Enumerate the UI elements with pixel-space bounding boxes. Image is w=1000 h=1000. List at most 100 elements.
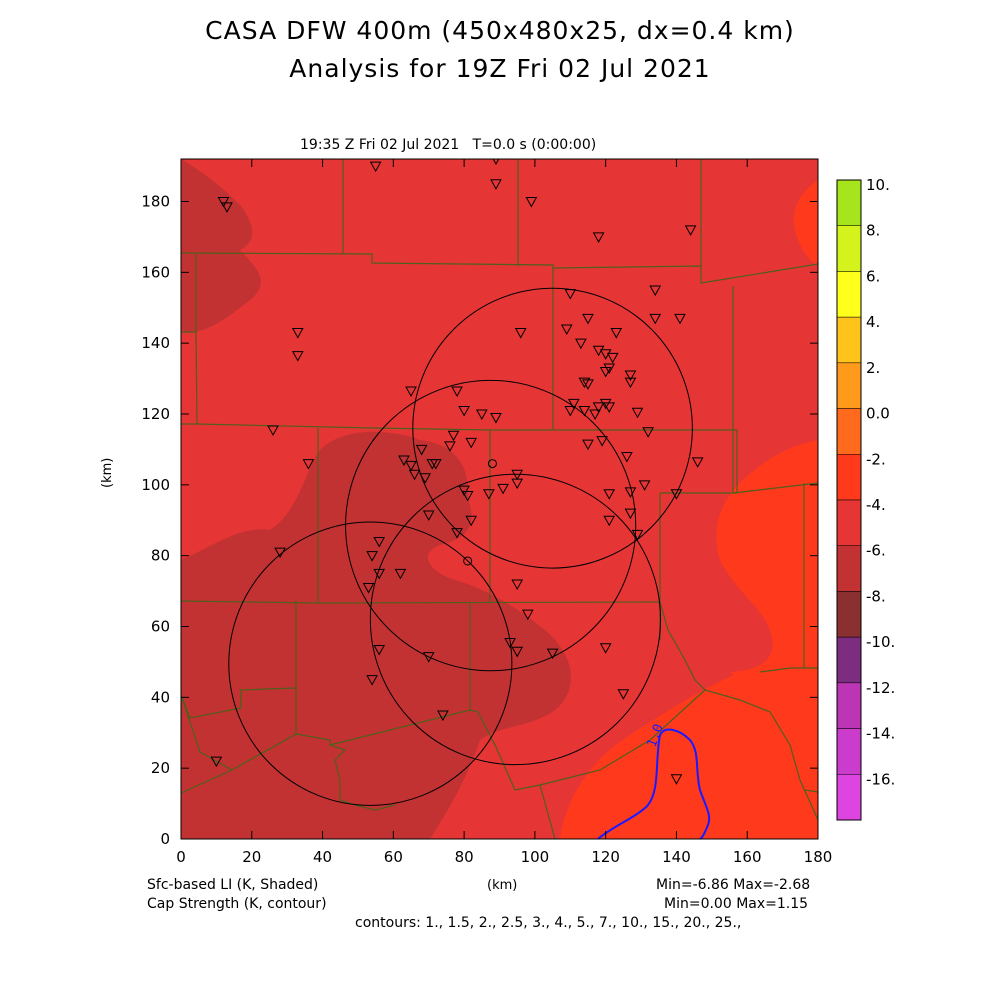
radar-site-marker xyxy=(487,459,497,469)
station-marker xyxy=(458,485,470,497)
station-marker xyxy=(670,489,683,500)
station-marker xyxy=(497,483,509,495)
station-marker xyxy=(291,328,304,339)
station-marker xyxy=(589,409,601,421)
station-marker xyxy=(610,328,623,339)
colorbar-label: 10. xyxy=(866,176,890,194)
station-marker xyxy=(451,386,463,398)
station-marker xyxy=(369,161,382,173)
station-marker xyxy=(642,427,654,438)
station-marker xyxy=(674,313,686,325)
station-marker xyxy=(525,197,538,208)
station-marker xyxy=(617,689,630,700)
station-marker xyxy=(567,398,580,410)
station-marker xyxy=(592,402,605,413)
station-marker xyxy=(419,473,432,484)
colorbar-swatch xyxy=(836,225,862,272)
station-marker xyxy=(638,480,651,491)
station-marker xyxy=(603,402,616,413)
station-marker xyxy=(373,645,386,656)
y-tick-label: 0 xyxy=(160,830,170,848)
station-marker xyxy=(405,460,417,472)
station-marker xyxy=(302,459,315,470)
colorbar-swatch xyxy=(836,591,862,638)
station-marker xyxy=(624,487,637,498)
li-region-cool-northwest xyxy=(181,159,261,332)
station-marker xyxy=(599,367,612,378)
contour-field-label: Cap Strength (K, contour) xyxy=(147,896,327,912)
station-marker xyxy=(649,313,662,325)
colorbar-label: 6. xyxy=(866,267,880,285)
station-marker xyxy=(490,179,502,190)
station-marker xyxy=(422,510,435,521)
plot-header: 19:35 Z Fri 02 Jul 2021 T=0.0 s (0:00:00… xyxy=(300,137,597,153)
colorbar-label: 4. xyxy=(866,313,880,331)
station-marker xyxy=(451,528,463,539)
station-marker xyxy=(274,547,286,559)
colorbar-swatch xyxy=(836,545,862,592)
station-marker xyxy=(670,774,683,785)
chart-subtitle: Analysis for 19Z Fri 02 Jul 2021 xyxy=(289,54,711,83)
y-tick-label: 120 xyxy=(141,405,170,423)
station-marker xyxy=(684,225,697,236)
station-marker xyxy=(210,756,223,768)
station-marker xyxy=(578,377,591,389)
station-marker xyxy=(596,436,608,447)
station-marker xyxy=(221,202,233,213)
station-marker xyxy=(408,469,421,481)
colorbar-label: -6. xyxy=(866,542,886,560)
station-marker xyxy=(465,515,478,527)
colorbar: 10. 8. 6. 4. 2. 0.0 -2. -4. -6. -8. -10. -12. -14. -1… xyxy=(836,176,895,821)
colorbar-swatch xyxy=(836,271,862,318)
contour-levels: contours: 1., 1.5, 2., 2.5, 3., 4., 5., … xyxy=(355,915,742,931)
li-region-warm-southeast xyxy=(560,667,818,839)
plot-border xyxy=(180,158,819,840)
chart-title: CASA DFW 400m (450x480x25, dx=0.4 km) xyxy=(205,16,795,45)
colorbar-label: -14. xyxy=(866,725,895,743)
station-marker xyxy=(621,452,633,463)
station-marker xyxy=(373,568,386,580)
station-marker xyxy=(514,328,527,339)
station-marker xyxy=(267,425,279,436)
station-markers xyxy=(210,159,704,785)
station-marker xyxy=(631,407,644,419)
station-marker xyxy=(511,646,524,658)
station-marker xyxy=(458,405,470,417)
station-marker xyxy=(461,490,474,502)
station-marker xyxy=(582,379,594,390)
x-tick-label: 80 xyxy=(455,848,474,866)
colorbar-swatch xyxy=(836,682,862,729)
station-marker xyxy=(465,437,478,449)
station-marker xyxy=(429,459,442,470)
station-marker xyxy=(373,537,386,548)
radar-circle-3 xyxy=(369,473,662,766)
station-marker xyxy=(405,386,417,398)
x-tick-label: 60 xyxy=(384,848,403,866)
station-marker xyxy=(511,478,524,490)
station-marker xyxy=(422,652,435,663)
station-marker xyxy=(560,324,573,336)
station-marker xyxy=(511,469,524,481)
x-tick-label: 140 xyxy=(662,848,691,866)
radar-circle-2 xyxy=(345,379,637,672)
y-axis-ticks: 0 20 40 60 80 100 120 140 160 180 xyxy=(141,193,818,848)
radar-circle-4 xyxy=(228,521,513,806)
y-tick-label: 60 xyxy=(151,618,170,636)
colorbar-label: 8. xyxy=(866,222,880,240)
station-marker xyxy=(366,551,378,562)
colorbar-label: -16. xyxy=(866,770,895,788)
y-tick-label: 140 xyxy=(141,334,170,352)
station-marker xyxy=(603,489,616,500)
station-marker xyxy=(217,197,230,208)
station-marker xyxy=(582,313,594,325)
station-marker xyxy=(475,409,488,421)
station-marker xyxy=(291,351,304,362)
y-tick-label: 180 xyxy=(141,193,170,211)
colorbar-label: -12. xyxy=(866,679,895,697)
station-marker xyxy=(578,405,591,417)
station-marker xyxy=(606,352,619,364)
station-marker xyxy=(415,444,428,456)
colorbar-border xyxy=(836,179,862,821)
station-marker xyxy=(564,405,577,417)
